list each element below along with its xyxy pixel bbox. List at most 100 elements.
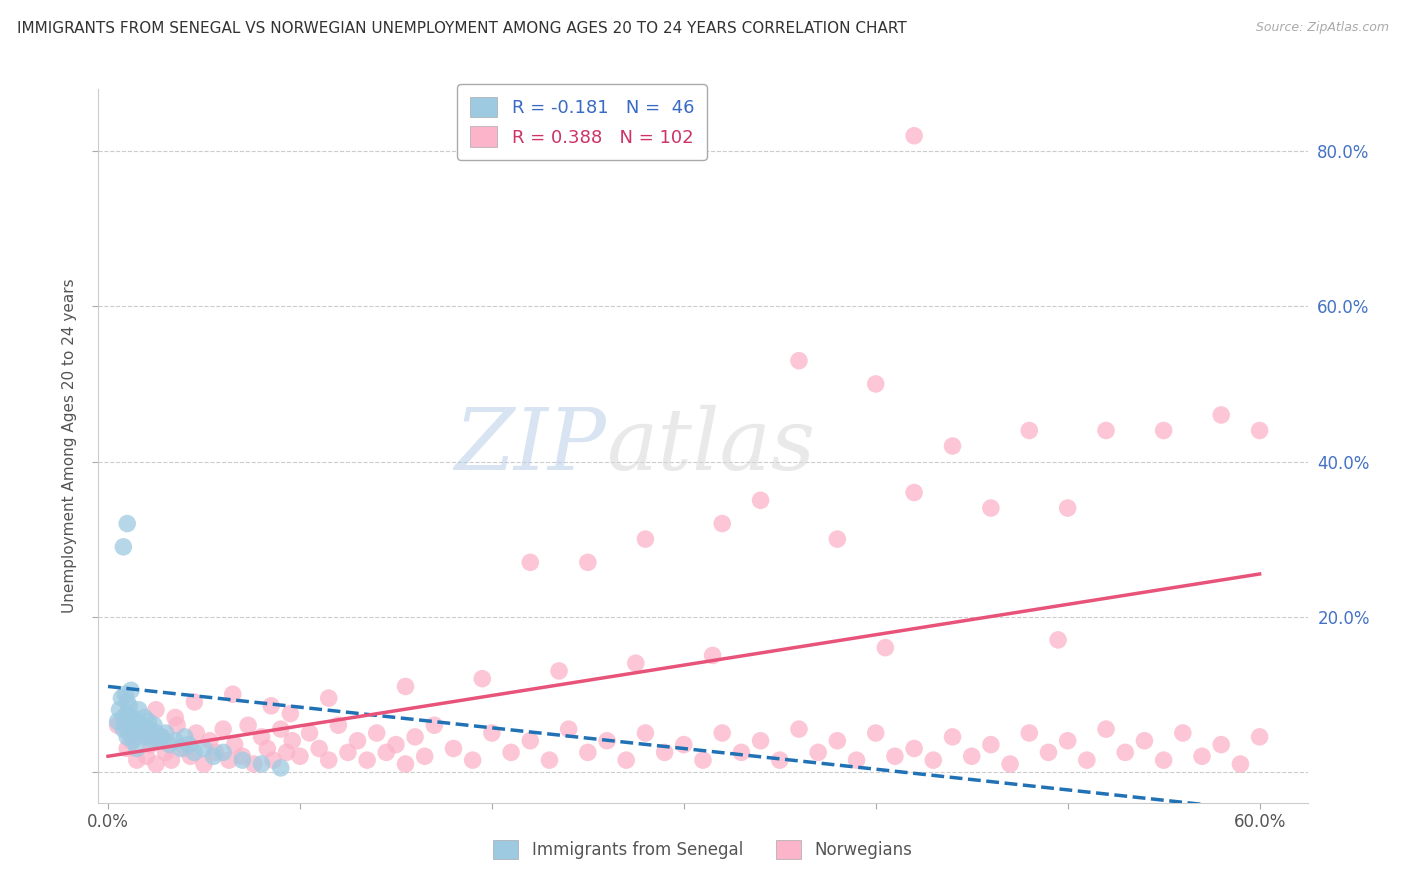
Point xyxy=(356,753,378,767)
Point xyxy=(180,749,202,764)
Point xyxy=(922,753,945,767)
Point xyxy=(173,741,195,756)
Point xyxy=(1153,753,1175,767)
Point xyxy=(845,753,868,767)
Point xyxy=(222,687,245,701)
Point xyxy=(404,730,426,744)
Point xyxy=(125,753,148,767)
Point xyxy=(1229,757,1251,772)
Point xyxy=(114,687,136,701)
Point xyxy=(749,733,772,747)
Point xyxy=(262,753,284,767)
Point xyxy=(1211,738,1233,752)
Point xyxy=(281,733,304,747)
Point xyxy=(270,761,292,775)
Point xyxy=(1056,733,1078,747)
Point xyxy=(1191,749,1213,764)
Point xyxy=(548,664,571,678)
Point xyxy=(107,718,129,732)
Point xyxy=(115,730,138,744)
Point xyxy=(413,749,436,764)
Point xyxy=(998,757,1021,772)
Point xyxy=(193,757,215,772)
Point xyxy=(115,741,138,756)
Point xyxy=(128,703,150,717)
Point xyxy=(557,722,579,736)
Point xyxy=(749,493,772,508)
Point xyxy=(807,745,830,759)
Point xyxy=(183,695,205,709)
Point xyxy=(112,722,135,736)
Text: atlas: atlas xyxy=(606,405,815,487)
Point xyxy=(115,695,138,709)
Point xyxy=(155,745,177,759)
Point xyxy=(166,718,188,732)
Point xyxy=(108,703,131,717)
Point xyxy=(634,726,657,740)
Point xyxy=(150,730,173,744)
Point xyxy=(170,741,193,756)
Point xyxy=(107,714,129,729)
Point xyxy=(250,757,273,772)
Point xyxy=(131,726,153,740)
Point xyxy=(865,726,887,740)
Point xyxy=(1153,424,1175,438)
Point xyxy=(394,680,416,694)
Point xyxy=(827,532,849,546)
Point xyxy=(204,745,226,759)
Point xyxy=(1018,424,1040,438)
Point xyxy=(461,753,484,767)
Point xyxy=(231,753,253,767)
Point xyxy=(1056,501,1078,516)
Point xyxy=(702,648,724,663)
Point xyxy=(129,718,152,732)
Point xyxy=(125,741,148,756)
Point xyxy=(346,733,368,747)
Point xyxy=(634,532,657,546)
Point xyxy=(1018,726,1040,740)
Point xyxy=(903,128,925,143)
Point xyxy=(125,714,148,729)
Point xyxy=(165,733,187,747)
Point xyxy=(1133,733,1156,747)
Point xyxy=(202,749,225,764)
Point xyxy=(423,718,446,732)
Point xyxy=(443,741,465,756)
Point xyxy=(131,726,153,740)
Point xyxy=(769,753,792,767)
Point xyxy=(115,516,138,531)
Point xyxy=(1114,745,1136,759)
Point xyxy=(141,733,163,747)
Text: Source: ZipAtlas.com: Source: ZipAtlas.com xyxy=(1256,21,1389,34)
Point xyxy=(250,730,273,744)
Point xyxy=(960,749,983,764)
Point xyxy=(903,741,925,756)
Point xyxy=(155,726,177,740)
Point xyxy=(672,738,695,752)
Point xyxy=(177,738,200,752)
Point xyxy=(1095,722,1118,736)
Point xyxy=(136,714,159,729)
Point xyxy=(903,485,925,500)
Point xyxy=(218,753,240,767)
Point xyxy=(224,738,246,752)
Point xyxy=(212,745,235,759)
Point xyxy=(193,741,215,756)
Point xyxy=(499,745,522,759)
Point xyxy=(122,710,145,724)
Point xyxy=(1076,753,1098,767)
Point xyxy=(385,738,408,752)
Point xyxy=(270,722,292,736)
Point xyxy=(1249,730,1271,744)
Point xyxy=(139,738,162,752)
Point xyxy=(519,555,541,569)
Point xyxy=(276,745,298,759)
Point xyxy=(865,376,887,391)
Point xyxy=(134,710,156,724)
Point xyxy=(160,753,183,767)
Point xyxy=(318,753,340,767)
Text: IMMIGRANTS FROM SENEGAL VS NORWEGIAN UNEMPLOYMENT AMONG AGES 20 TO 24 YEARS CORR: IMMIGRANTS FROM SENEGAL VS NORWEGIAN UNE… xyxy=(17,21,907,36)
Point xyxy=(1047,632,1070,647)
Point xyxy=(110,691,132,706)
Point xyxy=(308,741,330,756)
